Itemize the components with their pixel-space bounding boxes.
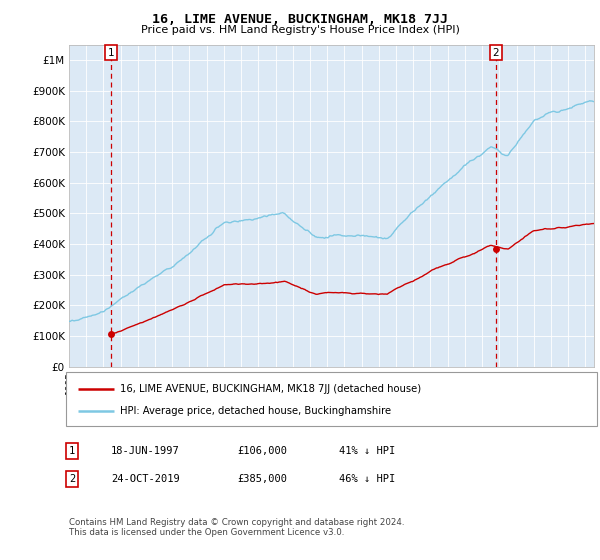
Text: 1: 1: [69, 446, 75, 456]
Text: 16, LIME AVENUE, BUCKINGHAM, MK18 7JJ: 16, LIME AVENUE, BUCKINGHAM, MK18 7JJ: [152, 13, 448, 26]
Text: £106,000: £106,000: [237, 446, 287, 456]
Text: 16, LIME AVENUE, BUCKINGHAM, MK18 7JJ (detached house): 16, LIME AVENUE, BUCKINGHAM, MK18 7JJ (d…: [120, 384, 421, 394]
Text: 24-OCT-2019: 24-OCT-2019: [111, 474, 180, 484]
Text: 46% ↓ HPI: 46% ↓ HPI: [339, 474, 395, 484]
Text: Contains HM Land Registry data © Crown copyright and database right 2024.
This d: Contains HM Land Registry data © Crown c…: [69, 518, 404, 538]
Text: 1: 1: [108, 48, 115, 58]
Text: 2: 2: [493, 48, 499, 58]
Text: 41% ↓ HPI: 41% ↓ HPI: [339, 446, 395, 456]
Text: 2: 2: [69, 474, 75, 484]
Text: Price paid vs. HM Land Registry's House Price Index (HPI): Price paid vs. HM Land Registry's House …: [140, 25, 460, 35]
Text: 18-JUN-1997: 18-JUN-1997: [111, 446, 180, 456]
Text: £385,000: £385,000: [237, 474, 287, 484]
Text: HPI: Average price, detached house, Buckinghamshire: HPI: Average price, detached house, Buck…: [120, 406, 391, 416]
